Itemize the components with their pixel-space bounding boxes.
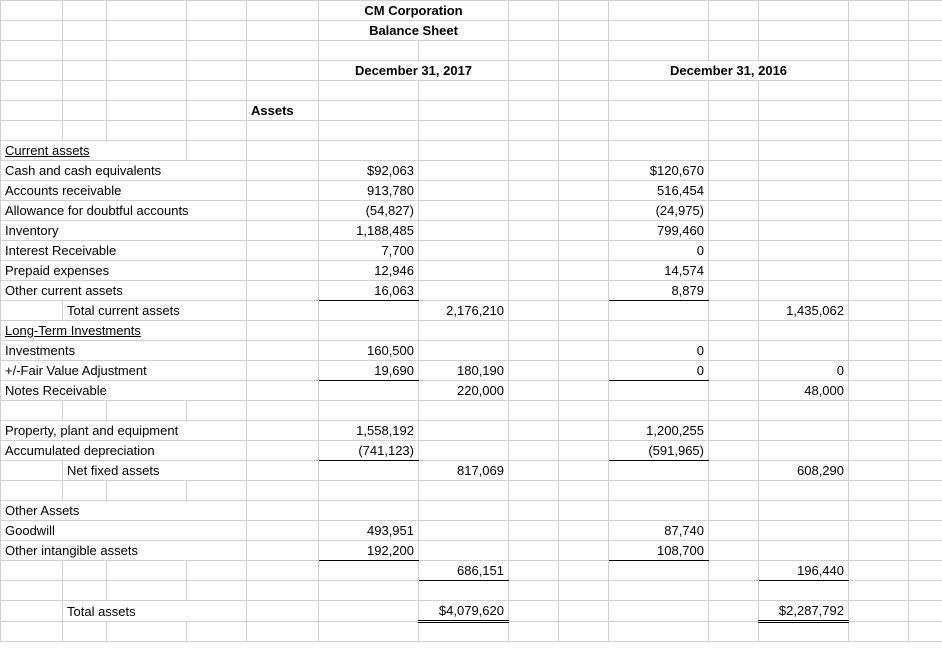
- ppe-2016[interactable]: 1,200,255: [609, 421, 709, 441]
- assets-header-row: Assets: [1, 101, 942, 121]
- section-current-assets: Current assets: [1, 141, 187, 161]
- title-row-company: CM Corporation: [1, 1, 942, 21]
- row-fair-value: +/-Fair Value Adjustment 19,690 180,190 …: [1, 361, 942, 381]
- label-goodwill: Goodwill: [1, 521, 247, 541]
- row-intangible: Other intangible assets 192,200 108,700: [1, 541, 942, 561]
- total-assets-2017[interactable]: $4,079,620: [419, 601, 509, 622]
- company-name: CM Corporation: [319, 1, 509, 21]
- intangible-2017[interactable]: 192,200: [319, 541, 419, 561]
- row-ar: Accounts receivable 913,780 516,454: [1, 181, 942, 201]
- title-row-sheet: Balance Sheet: [1, 21, 942, 41]
- other-current-2017[interactable]: 16,063: [319, 281, 419, 301]
- label-interest: Interest Receivable: [1, 241, 247, 261]
- interest-2017[interactable]: 7,700: [319, 241, 419, 261]
- row-goodwill: Goodwill 493,951 87,740: [1, 521, 942, 541]
- date-2017: December 31, 2017: [319, 61, 509, 81]
- label-ppe: Property, plant and equipment: [1, 421, 247, 441]
- row-prepaid: Prepaid expenses 12,946 14,574: [1, 261, 942, 281]
- investments-2017[interactable]: 160,500: [319, 341, 419, 361]
- acc-dep-2016[interactable]: (591,965): [609, 441, 709, 461]
- fair-value-t2016[interactable]: 0: [759, 361, 849, 381]
- current-assets-header: Current assets: [1, 141, 942, 161]
- investments-2016[interactable]: 0: [609, 341, 709, 361]
- row-investments: Investments 160,500 0: [1, 341, 942, 361]
- interest-2016[interactable]: 0: [609, 241, 709, 261]
- row-allowance: Allowance for doubtful accounts (54,827)…: [1, 201, 942, 221]
- label-investments: Investments: [1, 341, 247, 361]
- total-current-2016[interactable]: 1,435,062: [759, 301, 849, 321]
- fair-value-2017[interactable]: 19,690: [319, 361, 419, 381]
- prepaid-2016[interactable]: 14,574: [609, 261, 709, 281]
- label-notes-rec: Notes Receivable: [1, 381, 247, 401]
- label-cash: Cash and cash equivalents: [1, 161, 247, 181]
- inventory-2017[interactable]: 1,188,485: [319, 221, 419, 241]
- row-cash: Cash and cash equivalents $92,063 $120,6…: [1, 161, 942, 181]
- row-other-total: 686,151 196,440: [1, 561, 942, 581]
- fair-value-2016[interactable]: 0: [609, 361, 709, 381]
- other-current-2016[interactable]: 8,879: [609, 281, 709, 301]
- label-intangible: Other intangible assets: [1, 541, 247, 561]
- row-inventory: Inventory 1,188,485 799,460: [1, 221, 942, 241]
- allowance-2017[interactable]: (54,827): [319, 201, 419, 221]
- cash-2016[interactable]: $120,670: [609, 161, 709, 181]
- ar-2017[interactable]: 913,780: [319, 181, 419, 201]
- assets-header: Assets: [247, 101, 319, 121]
- label-inventory: Inventory: [1, 221, 247, 241]
- label-net-fixed: Net fixed assets: [63, 461, 247, 481]
- allowance-2016[interactable]: (24,975): [609, 201, 709, 221]
- other-total-2017[interactable]: 686,151: [419, 561, 509, 581]
- goodwill-2017[interactable]: 493,951: [319, 521, 419, 541]
- total-current-2017[interactable]: 2,176,210: [419, 301, 509, 321]
- row-interest: Interest Receivable 7,700 0: [1, 241, 942, 261]
- ar-2016[interactable]: 516,454: [609, 181, 709, 201]
- label-fair-value: +/-Fair Value Adjustment: [1, 361, 247, 381]
- row-total-assets: Total assets $4,079,620 $2,287,792: [1, 601, 942, 622]
- section-long-term: Long-Term Investments: [1, 321, 247, 341]
- acc-dep-2017[interactable]: (741,123): [319, 441, 419, 461]
- notes-rec-2017[interactable]: 220,000: [419, 381, 509, 401]
- sheet-title: Balance Sheet: [319, 21, 509, 41]
- label-acc-dep: Accumulated depreciation: [1, 441, 247, 461]
- fair-value-t2017[interactable]: 180,190: [419, 361, 509, 381]
- balance-sheet-grid: CM Corporation Balance Sheet December 31…: [0, 0, 942, 642]
- row-net-fixed: Net fixed assets 817,069 608,290: [1, 461, 942, 481]
- row-acc-dep: Accumulated depreciation (741,123) (591,…: [1, 441, 942, 461]
- row-total-current: Total current assets 2,176,210 1,435,062: [1, 301, 942, 321]
- other-total-2016[interactable]: 196,440: [759, 561, 849, 581]
- long-term-header: Long-Term Investments: [1, 321, 942, 341]
- net-fixed-2016[interactable]: 608,290: [759, 461, 849, 481]
- other-assets-header: Other Assets: [1, 501, 942, 521]
- label-total-assets: Total assets: [63, 601, 247, 622]
- section-other-assets: Other Assets: [1, 501, 247, 521]
- goodwill-2016[interactable]: 87,740: [609, 521, 709, 541]
- row-other-current: Other current assets 16,063 8,879: [1, 281, 942, 301]
- label-allowance: Allowance for doubtful accounts: [1, 201, 247, 221]
- inventory-2016[interactable]: 799,460: [609, 221, 709, 241]
- ppe-2017[interactable]: 1,558,192: [319, 421, 419, 441]
- net-fixed-2017[interactable]: 817,069: [419, 461, 509, 481]
- notes-rec-2016[interactable]: 48,000: [759, 381, 849, 401]
- label-other-current: Other current assets: [1, 281, 247, 301]
- total-assets-2016[interactable]: $2,287,792: [759, 601, 849, 622]
- date-2016: December 31, 2016: [609, 61, 849, 81]
- prepaid-2017[interactable]: 12,946: [319, 261, 419, 281]
- label-total-current: Total current assets: [63, 301, 247, 321]
- cash-2017[interactable]: $92,063: [319, 161, 419, 181]
- row-notes-receivable: Notes Receivable 220,000 48,000: [1, 381, 942, 401]
- row-ppe: Property, plant and equipment 1,558,192 …: [1, 421, 942, 441]
- label-prepaid: Prepaid expenses: [1, 261, 247, 281]
- intangible-2016[interactable]: 108,700: [609, 541, 709, 561]
- label-ar: Accounts receivable: [1, 181, 247, 201]
- date-row: December 31, 2017 December 31, 2016: [1, 61, 942, 81]
